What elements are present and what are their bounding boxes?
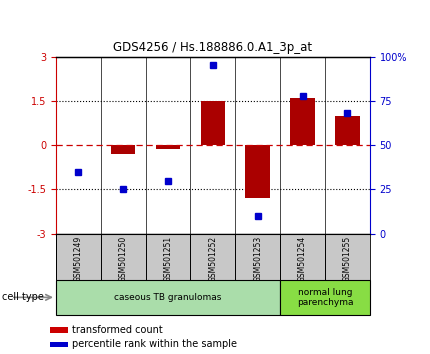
Bar [290, 98, 315, 145]
Bar [49, 342, 68, 347]
Bar [235, 234, 280, 280]
Bar [156, 145, 180, 149]
Bar [49, 327, 68, 333]
Bar [146, 234, 190, 280]
Bar [246, 145, 270, 198]
Text: GSM501250: GSM501250 [119, 236, 128, 282]
Bar [280, 280, 370, 315]
Text: GSM501249: GSM501249 [74, 236, 83, 282]
Text: percentile rank within the sample: percentile rank within the sample [72, 339, 237, 349]
Bar [56, 234, 101, 280]
Bar [200, 101, 225, 145]
Bar [335, 116, 360, 145]
Text: GSM501252: GSM501252 [209, 236, 217, 282]
Text: normal lung
parenchyma: normal lung parenchyma [297, 288, 353, 307]
Text: GSM501255: GSM501255 [343, 236, 352, 282]
Bar [66, 144, 91, 145]
Text: cell type: cell type [2, 292, 44, 302]
Bar [325, 234, 370, 280]
Bar [190, 234, 235, 280]
Bar [280, 234, 325, 280]
Text: GSM501254: GSM501254 [298, 236, 307, 282]
Text: transformed count: transformed count [72, 325, 163, 335]
Text: GSM501253: GSM501253 [253, 236, 262, 282]
Bar [101, 234, 146, 280]
Title: GDS4256 / Hs.188886.0.A1_3p_at: GDS4256 / Hs.188886.0.A1_3p_at [113, 41, 313, 54]
Bar [111, 145, 135, 154]
Bar [56, 280, 280, 315]
Text: GSM501251: GSM501251 [163, 236, 172, 282]
Text: caseous TB granulomas: caseous TB granulomas [114, 293, 222, 302]
